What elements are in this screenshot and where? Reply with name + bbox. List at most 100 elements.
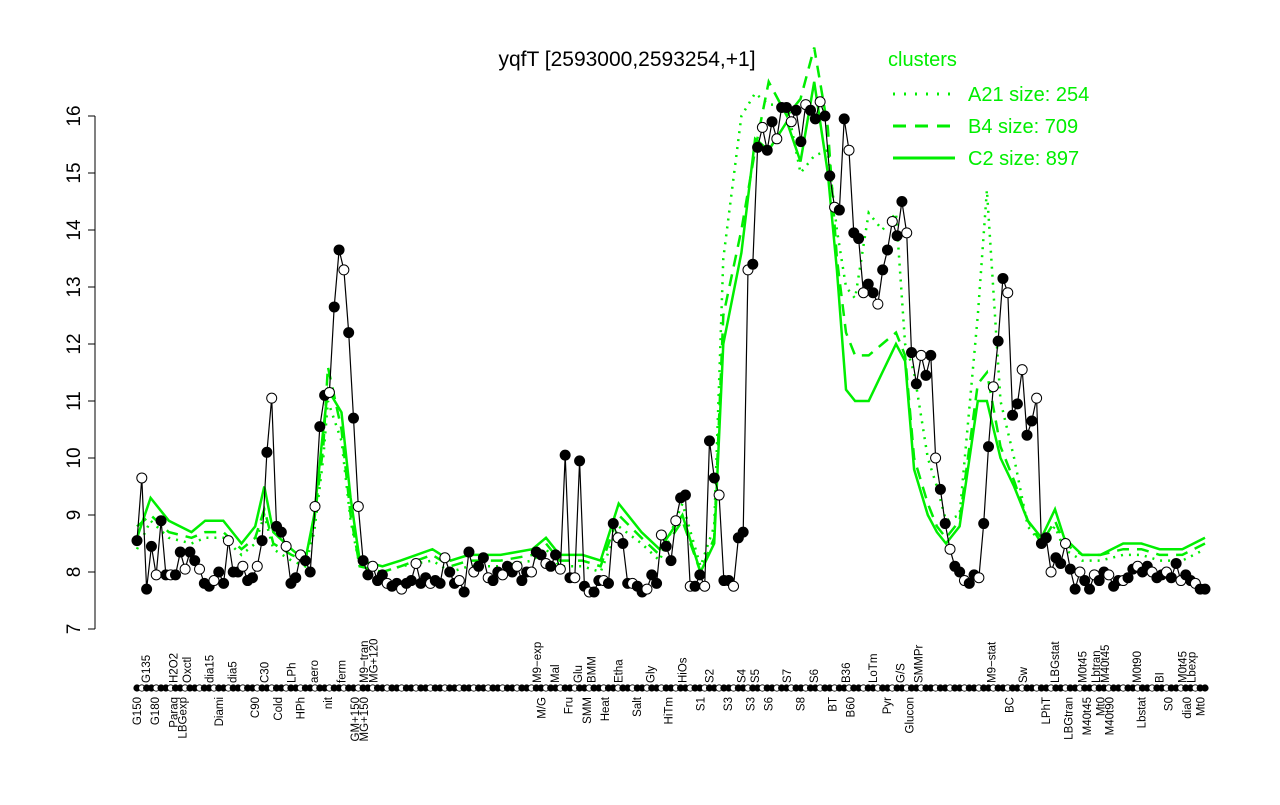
data-point bbox=[670, 515, 682, 527]
data-point bbox=[333, 244, 345, 256]
data-point bbox=[1031, 392, 1043, 404]
x-tick-label: Heat bbox=[600, 696, 612, 721]
data-point bbox=[256, 535, 268, 547]
x-tick-label: Salt bbox=[632, 696, 644, 717]
data-point bbox=[1059, 538, 1071, 549]
data-point bbox=[174, 546, 186, 558]
data-point bbox=[1011, 398, 1023, 410]
data-point bbox=[651, 577, 663, 589]
data-point bbox=[550, 549, 562, 561]
x-tick-label: LBGstat bbox=[1050, 641, 1062, 683]
x-tick-label: MG+120 bbox=[368, 639, 380, 683]
data-point bbox=[1016, 364, 1028, 376]
data-point bbox=[930, 452, 942, 464]
x-tick-label: S0 bbox=[1164, 697, 1176, 711]
data-point bbox=[410, 557, 422, 569]
x-tick-label: G180 bbox=[150, 697, 162, 725]
data-point bbox=[1007, 409, 1019, 421]
data-point bbox=[790, 104, 802, 116]
data-point bbox=[328, 301, 340, 313]
data-point bbox=[983, 441, 995, 453]
data-point bbox=[338, 264, 350, 276]
data-point bbox=[1002, 287, 1014, 299]
data-point bbox=[728, 580, 740, 592]
data-point bbox=[343, 327, 355, 339]
data-point bbox=[136, 472, 148, 484]
data-point bbox=[155, 515, 167, 527]
legend-label-b4: B4 size: 709 bbox=[968, 116, 1078, 138]
data-point bbox=[458, 586, 470, 598]
data-point bbox=[141, 583, 153, 595]
x-tick-label: dia5 bbox=[227, 661, 239, 683]
x-tick-label: G135 bbox=[141, 655, 153, 683]
data-point bbox=[1103, 569, 1115, 581]
x-tick-label: HiOs bbox=[677, 657, 689, 683]
data-point bbox=[574, 455, 586, 467]
data-point bbox=[444, 566, 456, 578]
data-point bbox=[463, 546, 475, 558]
data-point bbox=[1122, 572, 1134, 584]
x-tick-label: B60 bbox=[846, 697, 858, 717]
data-point bbox=[237, 560, 249, 572]
data-point bbox=[405, 575, 417, 587]
data-point bbox=[1084, 583, 1096, 595]
data-point bbox=[299, 555, 311, 567]
data-point bbox=[554, 563, 566, 575]
x-tick-label: C90 bbox=[250, 697, 262, 718]
data-point bbox=[477, 552, 489, 564]
data-point bbox=[1074, 566, 1086, 578]
data-point bbox=[545, 560, 557, 572]
data-point bbox=[569, 572, 581, 584]
data-point bbox=[1045, 566, 1057, 578]
data-point bbox=[169, 569, 181, 581]
data-point bbox=[1079, 575, 1091, 587]
data-point bbox=[756, 121, 768, 133]
x-tick-label: Sw bbox=[1018, 666, 1030, 683]
data-point bbox=[213, 566, 225, 578]
y-tick-label: 16 bbox=[64, 105, 85, 126]
data-point bbox=[179, 563, 191, 575]
data-point bbox=[1055, 557, 1067, 569]
x-tick-label: Mt0 bbox=[1095, 697, 1107, 716]
data-point bbox=[434, 577, 446, 589]
data-point bbox=[771, 133, 783, 145]
data-point bbox=[280, 540, 292, 552]
data-point bbox=[689, 580, 701, 592]
x-tick-label: Fru bbox=[564, 697, 576, 714]
data-point bbox=[314, 421, 326, 433]
x-tick-label: Diami bbox=[214, 697, 226, 726]
x-tick-label: Lbtran bbox=[1091, 650, 1103, 683]
x-tick-label: LPh bbox=[287, 663, 299, 683]
x-tick-label: Pyr bbox=[882, 697, 894, 714]
x-tick-label: Cold bbox=[273, 697, 285, 721]
data-point bbox=[963, 577, 975, 589]
data-point bbox=[978, 518, 990, 530]
data-point bbox=[150, 569, 162, 581]
data-point bbox=[473, 560, 485, 572]
legend-label-a21: A21 size: 254 bbox=[968, 84, 1089, 106]
data-point bbox=[251, 560, 263, 572]
data-point bbox=[347, 412, 359, 424]
x-tick-label: M0t90 bbox=[1132, 651, 1144, 683]
x-tick-label: Etha bbox=[614, 659, 626, 683]
x-tick-label: BT bbox=[827, 697, 839, 712]
x-tick-label: H2O2 bbox=[168, 653, 180, 683]
data-point bbox=[1040, 532, 1052, 544]
data-point bbox=[290, 572, 302, 584]
data-point bbox=[218, 577, 230, 589]
data-point bbox=[934, 483, 946, 495]
x-tick-label: S3 bbox=[723, 697, 735, 711]
data-point bbox=[275, 526, 287, 538]
x-tick-label: S7 bbox=[782, 669, 794, 683]
data-point bbox=[607, 518, 619, 530]
x-tick-label: M9−stat bbox=[986, 641, 998, 683]
data-point bbox=[487, 575, 499, 587]
x-tick-label: LoTm bbox=[868, 654, 880, 683]
data-point bbox=[525, 566, 537, 578]
y-tick-label: 15 bbox=[64, 162, 85, 183]
data-point bbox=[131, 535, 143, 547]
x-tick-label: M40t45 bbox=[1082, 697, 1094, 735]
x-tick-label: M40t45 bbox=[1100, 645, 1112, 683]
data-point bbox=[920, 369, 932, 381]
x-tick-label: S3 bbox=[746, 697, 758, 711]
